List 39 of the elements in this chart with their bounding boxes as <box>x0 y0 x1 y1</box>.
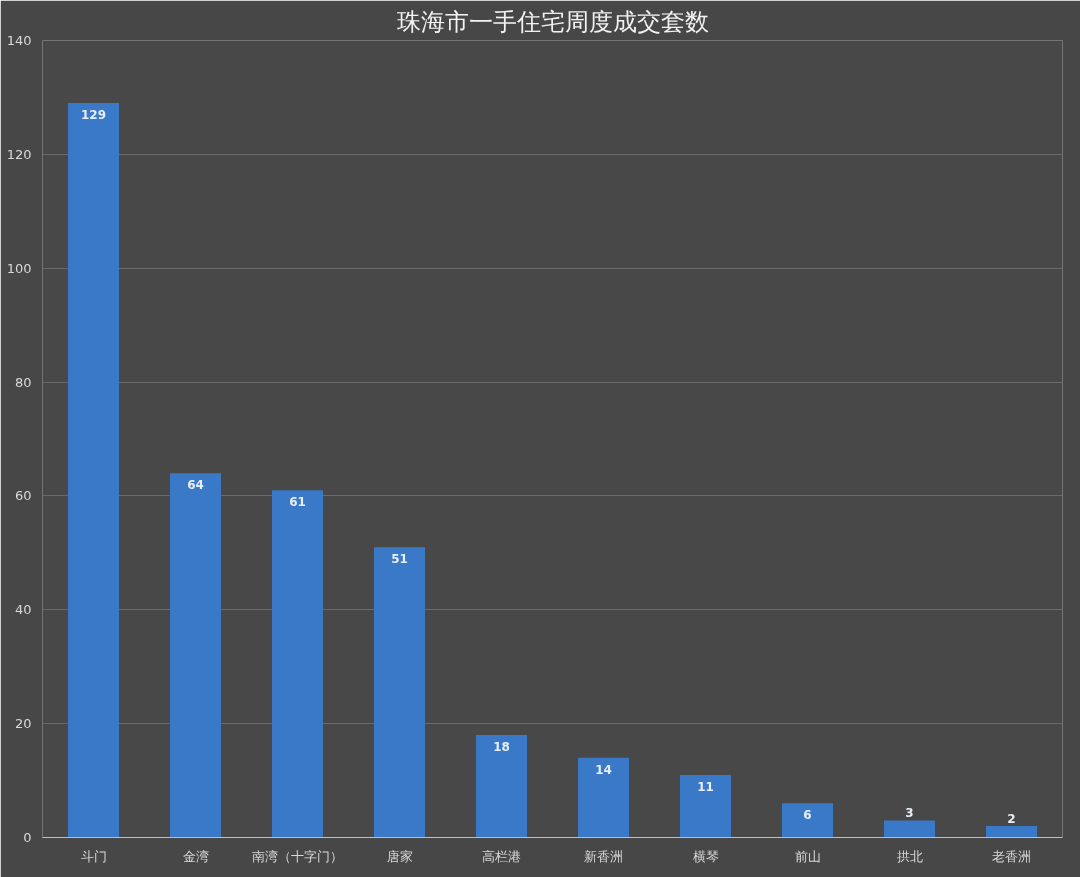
y-tick-label: 0 <box>23 830 32 845</box>
x-tick-label: 横琴 <box>692 848 719 864</box>
data-label: 51 <box>391 552 408 567</box>
y-tick-label: 140 <box>6 33 32 48</box>
x-tick-label: 拱北 <box>896 848 923 864</box>
data-label: 6 <box>803 808 812 823</box>
y-tick-label: 80 <box>14 374 32 390</box>
data-label: 3 <box>905 806 914 821</box>
x-tick-label: 南湾（十字门） <box>252 848 343 864</box>
y-tick-label: 20 <box>14 716 32 732</box>
data-label: 18 <box>493 740 510 755</box>
bar <box>782 803 833 838</box>
y-tick-label: 40 <box>14 602 32 618</box>
bar <box>884 820 935 838</box>
bar <box>680 774 731 838</box>
y-tick-label: 60 <box>14 488 32 504</box>
bar <box>272 490 323 838</box>
x-tick-label: 新香洲 <box>584 848 623 864</box>
bar <box>374 547 425 838</box>
bar <box>578 757 629 838</box>
data-label: 61 <box>289 495 306 510</box>
x-tick-label: 高栏港 <box>482 848 521 864</box>
data-label: 2 <box>1007 812 1016 827</box>
chart-title: 珠海市一手住宅周度成交套数 <box>396 7 709 36</box>
x-tick-label: 老香洲 <box>992 848 1031 864</box>
bar <box>170 473 221 838</box>
bar <box>68 103 119 838</box>
y-tick-label: 120 <box>6 146 32 162</box>
data-label: 64 <box>187 478 204 493</box>
y-tick-label: 100 <box>6 260 32 276</box>
data-label: 11 <box>697 779 714 794</box>
x-tick-label: 唐家 <box>386 848 413 864</box>
bar <box>986 826 1037 838</box>
x-tick-label: 金湾 <box>182 848 209 864</box>
bar <box>476 735 527 838</box>
data-label: 14 <box>595 762 612 777</box>
data-label: 129 <box>80 108 107 123</box>
x-tick-label: 斗门 <box>80 848 107 864</box>
x-tick-label: 前山 <box>794 848 821 864</box>
